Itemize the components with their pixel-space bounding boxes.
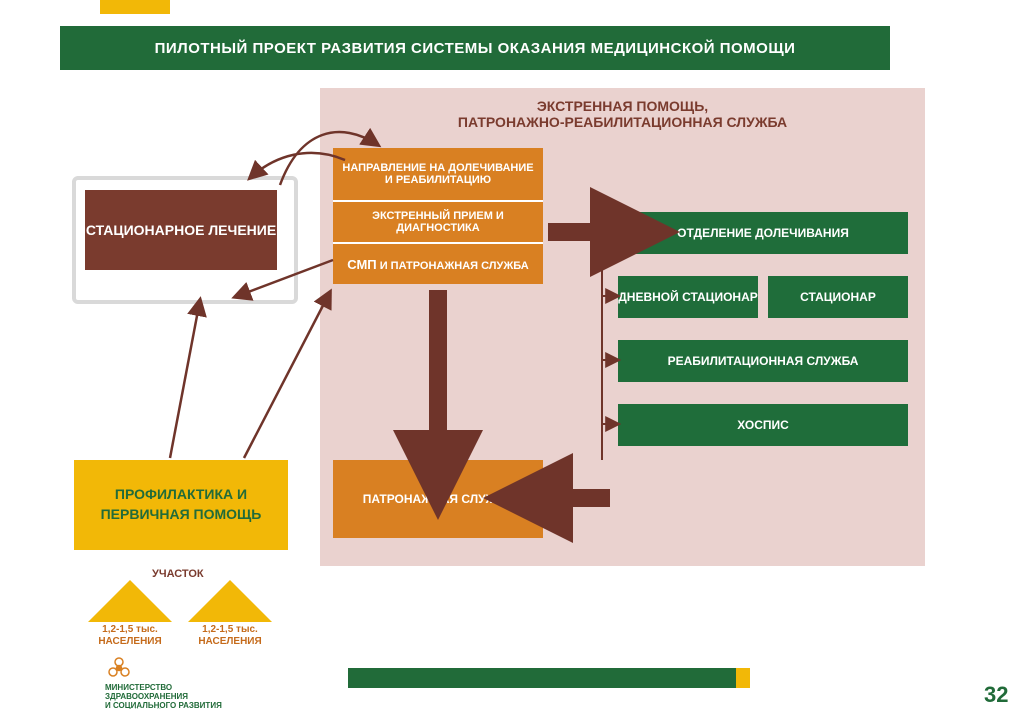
- panel-title: ЭКСТРЕННАЯ ПОМОЩЬ, ПАТРОНАЖНО-РЕАБИЛИТАЦ…: [320, 98, 925, 130]
- service-day-hospital-label: ДНЕВНОЙ СТАЦИОНАР: [618, 290, 758, 304]
- triangle-right: [188, 580, 272, 622]
- triage-stack: НАПРАВЛЕНИЕ НА ДОЛЕЧИВАНИЕ И РЕАБИЛИТАЦИ…: [333, 148, 543, 284]
- page-number: 32: [984, 682, 1008, 708]
- ministry-l3: И СОЦИАЛЬНОГО РАЗВИТИЯ: [105, 702, 222, 709]
- ministry-logo-block: МИНИСТЕРСТВО ЗДРАВООХРАНЕНИЯ И СОЦИАЛЬНО…: [105, 654, 222, 709]
- triage-row1-label: НАПРАВЛЕНИЕ НА ДОЛЕЧИВАНИЕ И РЕАБИЛИТАЦИ…: [333, 162, 543, 186]
- prevention-line1: ПРОФИЛАКТИКА И: [101, 485, 262, 505]
- service-day-hospital: ДНЕВНОЙ СТАЦИОНАР: [618, 276, 758, 318]
- service-aftercare: ОТДЕЛЕНИЕ ДОЛЕЧИВАНИЯ: [618, 212, 908, 254]
- top-accent-bar: [100, 0, 170, 14]
- ministry-text: МИНИСТЕРСТВО ЗДРАВООХРАНЕНИЯ И СОЦИАЛЬНО…: [105, 684, 222, 709]
- service-hospice: ХОСПИС: [618, 404, 908, 446]
- service-hospital-label: СТАЦИОНАР: [800, 290, 876, 304]
- footer-yellow-bar: [736, 668, 750, 688]
- triangle-left: [88, 580, 172, 622]
- triage-row2-label: ЭКСТРЕННЫЙ ПРИЕМ И ДИАГНОСТИКА: [333, 210, 543, 234]
- triangle-right-label: 1,2-1,5 тыс. НАСЕЛЕНИЯ: [186, 624, 274, 648]
- uchastok-text: УЧАСТОК: [152, 568, 204, 580]
- triage-row-emergency: ЭКСТРЕННЫЙ ПРИЕМ И ДИАГНОСТИКА: [333, 200, 543, 242]
- tri-right-text: 1,2-1,5 тыс. НАСЕЛЕНИЯ: [198, 624, 261, 647]
- triage-row-patronage: СМП И ПАТРОНАЖНАЯ СЛУЖБА: [333, 242, 543, 284]
- tri-left-text: 1,2-1,5 тыс. НАСЕЛЕНИЯ: [98, 624, 161, 647]
- prevention-line2: ПЕРВИЧНАЯ ПОМОЩЬ: [101, 505, 262, 525]
- service-aftercare-label: ОТДЕЛЕНИЕ ДОЛЕЧИВАНИЯ: [677, 226, 849, 240]
- footer-green-bar: [348, 668, 743, 688]
- prevention-text: ПРОФИЛАКТИКА И ПЕРВИЧНАЯ ПОМОЩЬ: [101, 485, 262, 524]
- triage-row3-a: СМП: [347, 257, 376, 272]
- uchastok-label: УЧАСТОК: [152, 568, 204, 580]
- service-hospice-label: ХОСПИС: [737, 418, 789, 432]
- panel-title-line2: ПАТРОНАЖНО-РЕАБИЛИТАЦИОННАЯ СЛУЖБА: [320, 114, 925, 130]
- header-title-bar: ПИЛОТНЫЙ ПРОЕКТ РАЗВИТИЯ СИСТЕМЫ ОКАЗАНИ…: [60, 26, 890, 70]
- triangle-left-label: 1,2-1,5 тыс. НАСЕЛЕНИЯ: [86, 624, 174, 648]
- panel-title-line1: ЭКСТРЕННАЯ ПОМОЩЬ,: [320, 98, 925, 114]
- triage-row3-b: И ПАТРОНАЖНАЯ СЛУЖБА: [377, 260, 529, 272]
- prevention-node: ПРОФИЛАКТИКА И ПЕРВИЧНАЯ ПОМОЩЬ: [74, 460, 288, 550]
- ministry-logo-icon: [105, 654, 133, 682]
- triage-row3-label: СМП И ПАТРОНАЖНАЯ СЛУЖБА: [347, 257, 528, 272]
- page-number-text: 32: [984, 682, 1008, 707]
- service-rehab: РЕАБИЛИТАЦИОННАЯ СЛУЖБА: [618, 340, 908, 382]
- service-rehab-label: РЕАБИЛИТАЦИОННАЯ СЛУЖБА: [668, 354, 859, 368]
- service-hospital: СТАЦИОНАР: [768, 276, 908, 318]
- header-title: ПИЛОТНЫЙ ПРОЕКТ РАЗВИТИЯ СИСТЕМЫ ОКАЗАНИ…: [155, 40, 796, 57]
- stationary-treatment-node: СТАЦИОНАРНОЕ ЛЕЧЕНИЕ: [85, 190, 277, 270]
- patronage-service-node: ПАТРОНАЖНАЯ СЛУЖБА: [333, 460, 543, 538]
- patronage-label: ПАТРОНАЖНАЯ СЛУЖБА: [363, 492, 514, 506]
- triage-row-referral: НАПРАВЛЕНИЕ НА ДОЛЕЧИВАНИЕ И РЕАБИЛИТАЦИ…: [333, 148, 543, 200]
- stationary-label: СТАЦИОНАРНОЕ ЛЕЧЕНИЕ: [86, 221, 276, 239]
